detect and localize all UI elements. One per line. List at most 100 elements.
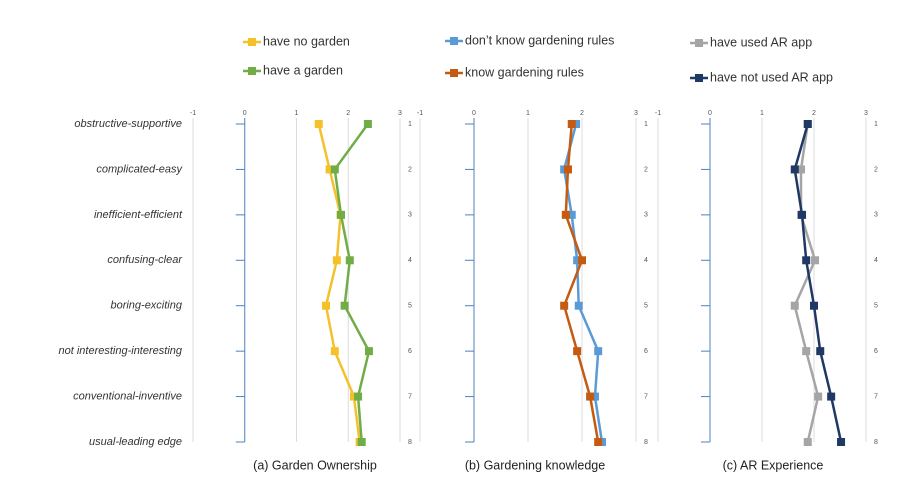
x-tick-label: 0 bbox=[708, 110, 712, 117]
point bbox=[802, 256, 811, 265]
point bbox=[573, 256, 582, 265]
legend-label: know gardening rules bbox=[465, 65, 584, 79]
point bbox=[332, 256, 341, 265]
point bbox=[340, 301, 349, 310]
point bbox=[330, 165, 339, 174]
category-label: usual-leading edge bbox=[89, 436, 182, 448]
series-line bbox=[317, 123, 361, 443]
point bbox=[810, 301, 818, 310]
point bbox=[325, 165, 334, 174]
y-tick-label: 4 bbox=[408, 257, 412, 264]
y-tick-label: 8 bbox=[644, 439, 648, 446]
point bbox=[357, 438, 366, 446]
category-label: confusing-clear bbox=[107, 254, 183, 266]
y-tick-label: 8 bbox=[408, 439, 412, 446]
y-tick-label: 2 bbox=[408, 166, 412, 173]
point bbox=[567, 210, 576, 219]
point bbox=[590, 392, 599, 401]
point bbox=[816, 347, 825, 356]
y-tick-label: 2 bbox=[644, 166, 648, 173]
point bbox=[837, 438, 846, 446]
panel-caption: (a) Garden Ownership bbox=[253, 458, 377, 472]
category-label: not interesting-interesting bbox=[58, 345, 182, 357]
x-tick-label: 3 bbox=[864, 110, 868, 117]
series-line bbox=[793, 123, 843, 443]
point bbox=[594, 347, 603, 356]
series-line bbox=[333, 123, 371, 443]
series-line bbox=[562, 123, 604, 443]
y-tick-label: 5 bbox=[644, 303, 648, 310]
point bbox=[803, 438, 812, 446]
point bbox=[561, 210, 570, 219]
point bbox=[572, 120, 581, 128]
point bbox=[811, 256, 820, 265]
y-tick-label: 3 bbox=[408, 212, 412, 219]
x-tick-label: 1 bbox=[760, 110, 764, 117]
x-tick-label: 1 bbox=[526, 110, 530, 117]
y-tick-label: 1 bbox=[408, 121, 412, 128]
y-tick-label: 3 bbox=[644, 212, 648, 219]
point bbox=[337, 210, 346, 219]
point bbox=[330, 347, 339, 356]
y-tick-label: 6 bbox=[644, 348, 648, 355]
point bbox=[797, 165, 805, 174]
panel-caption: (c) AR Experience bbox=[723, 458, 824, 472]
point bbox=[363, 120, 372, 128]
y-tick-label: 3 bbox=[874, 212, 878, 219]
series-line bbox=[562, 123, 600, 443]
point bbox=[790, 301, 799, 310]
legend-marker bbox=[695, 74, 703, 82]
point bbox=[349, 392, 358, 401]
legend-marker bbox=[450, 69, 458, 77]
legend-marker bbox=[248, 67, 256, 75]
point bbox=[364, 347, 373, 356]
y-tick-label: 7 bbox=[408, 393, 412, 400]
point bbox=[798, 210, 807, 219]
point bbox=[345, 256, 354, 265]
point bbox=[321, 301, 330, 310]
series-line bbox=[793, 123, 820, 443]
x-tick-label: -1 bbox=[655, 110, 661, 117]
point bbox=[573, 347, 582, 356]
point bbox=[790, 165, 799, 174]
x-tick-label: 3 bbox=[398, 110, 402, 117]
legend-label: have not used AR app bbox=[710, 70, 833, 84]
point bbox=[354, 392, 363, 401]
y-tick-label: 1 bbox=[644, 121, 648, 128]
point bbox=[814, 392, 823, 401]
y-tick-label: 2 bbox=[874, 166, 878, 173]
category-label: boring-exciting bbox=[110, 300, 182, 312]
category-label: complicated-easy bbox=[96, 163, 183, 175]
panel-caption: (b) Gardening knowledge bbox=[465, 458, 605, 472]
y-tick-label: 4 bbox=[874, 257, 878, 264]
legend-marker bbox=[450, 37, 458, 45]
point bbox=[802, 347, 811, 356]
x-tick-label: 0 bbox=[472, 110, 476, 117]
category-label: inefficient-efficient bbox=[94, 209, 183, 221]
category-label: obstructive-supportive bbox=[74, 118, 182, 130]
y-tick-label: 5 bbox=[874, 303, 878, 310]
x-tick-label: 3 bbox=[634, 110, 638, 117]
point bbox=[827, 392, 836, 401]
point bbox=[314, 120, 323, 128]
point bbox=[574, 301, 583, 310]
y-tick-label: 8 bbox=[874, 439, 878, 446]
point bbox=[560, 301, 569, 310]
point bbox=[586, 392, 595, 401]
y-tick-label: 6 bbox=[874, 348, 878, 355]
legend-label: have a garden bbox=[263, 63, 343, 77]
legend-label: have no garden bbox=[263, 34, 350, 48]
y-tick-label: 1 bbox=[874, 121, 878, 128]
y-tick-label: 7 bbox=[874, 393, 878, 400]
x-tick-label: 2 bbox=[580, 110, 584, 117]
point bbox=[567, 120, 576, 128]
legend-marker bbox=[248, 38, 256, 46]
category-label: conventional-inventive bbox=[73, 390, 182, 402]
y-tick-label: 6 bbox=[408, 348, 412, 355]
point bbox=[803, 120, 812, 128]
x-tick-label: 1 bbox=[295, 110, 299, 117]
point bbox=[578, 256, 586, 265]
y-tick-label: 4 bbox=[644, 257, 648, 264]
point bbox=[563, 165, 572, 174]
